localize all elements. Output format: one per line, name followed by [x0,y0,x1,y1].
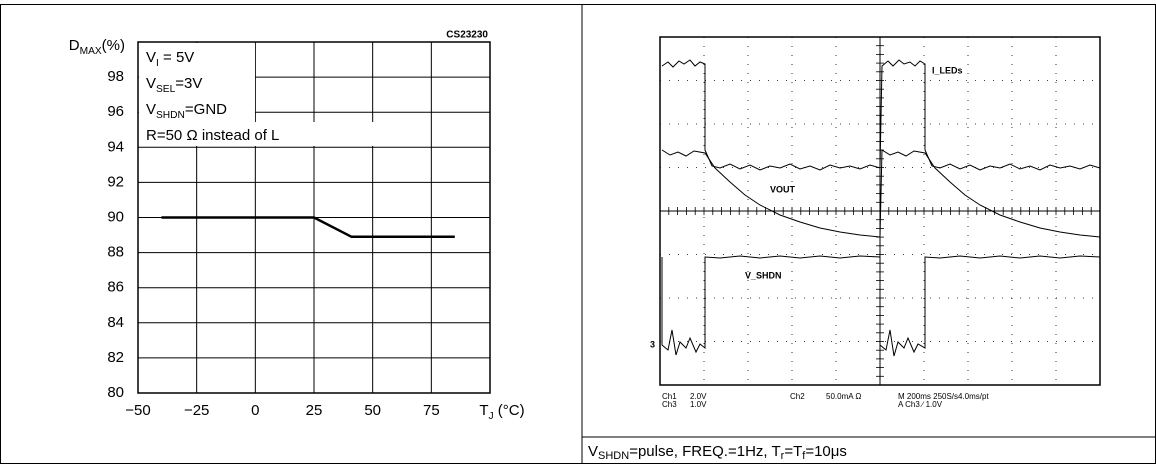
trace-label: VOUT [770,184,796,194]
annotation: VSEL=3V [146,75,202,95]
plot-border [137,41,491,394]
subscript: SEL [156,84,176,95]
trace-i-leds [661,59,1101,171]
y-tick-label: 84 [107,314,124,331]
x-tick-label: 50 [364,402,381,419]
trace-label: V_SHDN [745,270,782,280]
subscript: I [156,58,159,69]
x-tick-label: 25 [306,402,323,419]
y-tick-label: 98 [107,68,124,85]
y-tick-label: 90 [107,208,124,225]
text-part: T [479,402,488,419]
scope-readout: 4.0ms/pt [958,392,989,401]
scope-screen [659,36,1101,386]
annotation-box [139,122,375,146]
x-tick-label: 0 [251,402,259,419]
scope-readout: Ch1 [662,392,677,401]
scope-readout: 50.0mA Ω [826,392,861,401]
caption: VSHDN=pulse, FREQ.=1Hz, Tr=Tf=10μs [588,443,847,462]
text-part: V [146,101,156,118]
y-tick-label: 80 [107,384,124,401]
text-part: =GND [185,101,227,118]
scope-readout: 1.0V [690,400,707,409]
subscript: f [802,450,806,462]
scope-readout: M 200ms 250S/s [898,392,958,401]
annotation: R=50 Ω instead of L [146,127,279,144]
caption-part: V [588,443,598,460]
text-part: (°C) [494,402,525,419]
text-part: = 5V [159,49,194,66]
text-part: D [69,37,80,54]
caption-part: =pulse, FREQ.=1Hz, T [629,443,780,460]
y-tick-label: 92 [107,173,124,190]
scope-readout: Ch3 [662,400,677,409]
text-part: R=50 Ω instead of L [146,127,279,144]
text-part: V [146,49,156,66]
subscript: J [489,411,494,422]
chart-code: CS23230 [446,30,488,41]
subscript: r [781,450,785,462]
y-tick-label: 86 [107,279,124,296]
text-part: V [146,75,156,92]
y-tick-label: 88 [107,244,124,261]
x-tick-label: 75 [423,402,440,419]
annotation: VSHDN=GND [146,101,227,121]
channel-marker: 3 [650,339,655,349]
subscript: MAX [80,46,102,57]
subscript: SHDN [598,450,629,462]
x-axis-label: TJ (°C) [479,402,524,422]
caption-part: =10μs [805,443,847,460]
y-tick-label: 94 [107,138,124,155]
scope-readout: A Ch3 ∕ 1.0V [898,400,943,409]
trace-label: I_LEDs [932,65,963,75]
x-tick-label: −50 [125,402,150,419]
text-part: (%) [102,37,125,54]
y-axis-label: DMAX(%) [69,37,125,57]
y-tick-label: 96 [107,103,124,120]
subscript: SHDN [156,110,185,121]
annotation: VI = 5V [146,49,194,69]
text-part: =3V [175,75,202,92]
data-line [161,216,455,239]
scope-readout: Ch2 [790,392,805,401]
x-tick-label: −25 [184,402,209,419]
annotation-box [139,43,255,123]
caption-part: =T [784,443,802,460]
y-tick-label: 82 [107,349,124,366]
scope-readout: 2.0V [690,392,707,401]
